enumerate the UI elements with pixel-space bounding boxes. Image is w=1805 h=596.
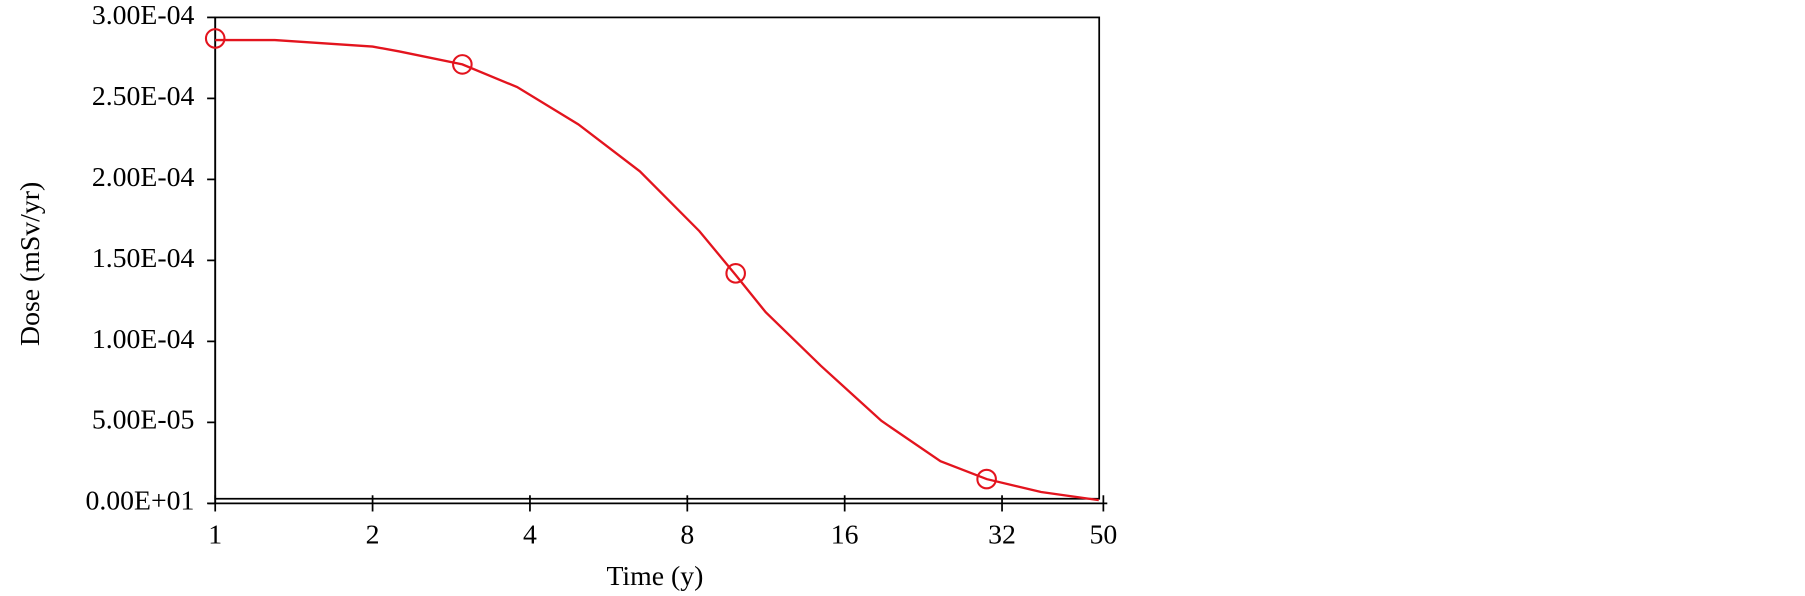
x-tick-label: 16	[831, 519, 859, 550]
x-axis-title: Time (y)	[606, 561, 703, 592]
plot-frame	[214, 16, 1101, 500]
y-tick-label: 0.00E+01	[85, 486, 194, 517]
y-tick-label: 1.00E-04	[92, 324, 195, 355]
y-axis-title: Dose (mSv/yr)	[15, 182, 46, 346]
marker	[976, 468, 997, 490]
x-tick-label: 1	[208, 519, 222, 550]
y-tick-label: 3.00E-04	[92, 0, 195, 31]
y-tick-label: 1.50E-04	[92, 243, 195, 274]
dose-line	[215, 38, 1099, 502]
marker	[204, 28, 226, 49]
marker	[725, 263, 746, 284]
x-tick-label: 4	[523, 519, 537, 550]
y-tick-label: 2.00E-04	[92, 162, 195, 193]
y-tick-label: 2.50E-04	[92, 81, 195, 112]
x-tick-label: 50	[1089, 519, 1117, 550]
x-tick-label: 8	[680, 519, 694, 550]
marker	[452, 54, 473, 75]
x-tick-label: 2	[366, 519, 380, 550]
y-tick-label: 5.00E-05	[92, 405, 195, 436]
x-tick-label: 32	[988, 519, 1016, 550]
